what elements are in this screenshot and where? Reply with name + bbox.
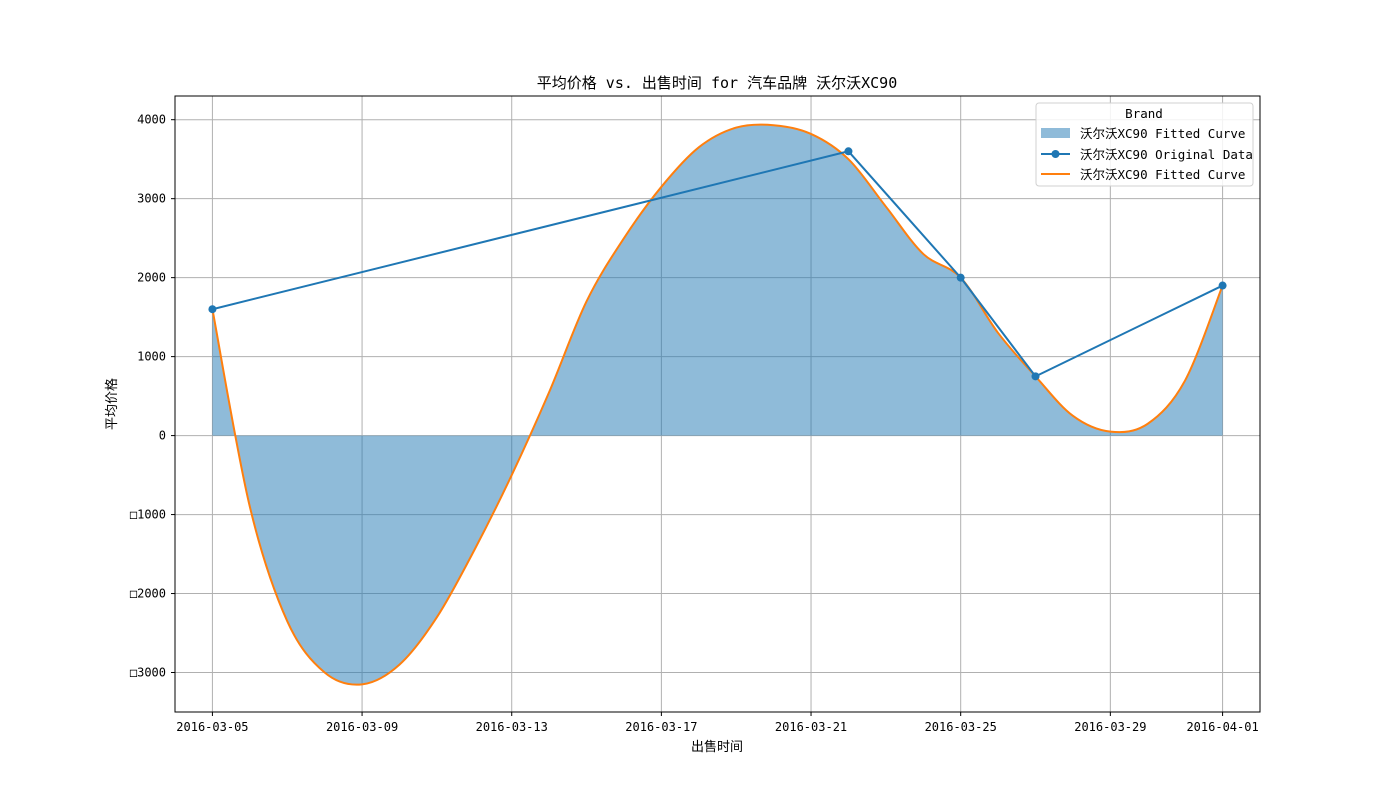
fitted-curve-fill-area (212, 124, 1223, 685)
y-axis-label: 平均价格 (104, 378, 120, 430)
original-data-point (956, 273, 965, 282)
x-tick-label: 2016-03-05 (176, 720, 248, 734)
x-tick-label: 2016-03-21 (775, 720, 847, 734)
x-tick-label: 2016-03-17 (625, 720, 697, 734)
y-tick-label: 2000 (137, 271, 166, 285)
fitted-curve-line (211, 123, 1224, 686)
legend-title: Brand (1125, 106, 1163, 121)
x-tick-label: 2016-03-13 (476, 720, 548, 734)
original-data-point (1031, 372, 1040, 381)
y-tick-label: □2000 (130, 587, 166, 601)
x-axis-label: 出售时间 (691, 739, 743, 755)
legend-entry-original: 沃尔沃XC90 Original Data (1080, 147, 1253, 162)
y-tick-label: 3000 (137, 192, 166, 206)
legend: Brand 沃尔沃XC90 Fitted Curve 沃尔沃XC90 Origi… (1035, 102, 1254, 187)
y-tick-label: 4000 (137, 113, 166, 127)
y-axis-ticks: 4000 3000 2000 1000 0 □1000 □2000 □3000 (130, 113, 175, 680)
y-tick-label: 0 (159, 429, 166, 443)
y-tick-label: 1000 (137, 350, 166, 364)
original-data-point (1218, 281, 1227, 290)
fill-layer (212, 124, 1223, 685)
x-tick-label: 2016-03-29 (1074, 720, 1146, 734)
chart-title: 平均价格 vs. 出售时间 for 汽车品牌 沃尔沃XC90 (537, 74, 897, 92)
x-axis-ticks: 2016-03-05 2016-03-09 2016-03-13 2016-03-17… (176, 712, 1259, 734)
legend-frame (1035, 102, 1254, 187)
legend-fill-swatch (1041, 128, 1070, 138)
legend-original-marker-swatch (1051, 150, 1060, 158)
legend-entry-fill: 沃尔沃XC90 Fitted Curve (1080, 126, 1245, 141)
y-tick-label: □1000 (130, 508, 166, 522)
legend-entry-fitted: 沃尔沃XC90 Fitted Curve (1080, 167, 1245, 182)
series-markers (208, 147, 1227, 381)
x-tick-label: 2016-03-25 (925, 720, 997, 734)
plot-frame (174, 95, 1261, 713)
original-data-point (844, 147, 853, 156)
x-tick-label: 2016-03-09 (326, 720, 398, 734)
x-tick-label: 2016-04-01 (1186, 720, 1258, 734)
y-tick-label: □3000 (130, 666, 166, 680)
original-data-point (208, 305, 217, 314)
